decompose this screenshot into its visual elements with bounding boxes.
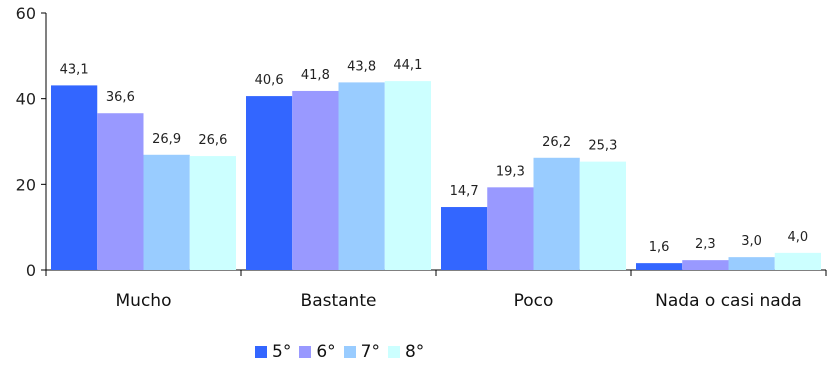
data-label: 1,6	[649, 240, 670, 255]
data-label: 19,3	[496, 164, 525, 179]
bar	[189, 156, 236, 270]
legend-item: 7°	[343, 342, 380, 362]
bar	[143, 154, 190, 270]
legend-label: 7°	[360, 342, 380, 362]
bar	[292, 90, 339, 270]
bars	[51, 81, 821, 270]
legend-label: 8°	[404, 342, 425, 362]
bar	[533, 157, 580, 270]
data-label: 14,7	[450, 184, 479, 199]
legend-swatch	[343, 346, 356, 358]
data-label: 26,6	[198, 133, 227, 148]
data-label: 43,1	[60, 62, 89, 77]
category-label: Mucho	[116, 291, 172, 311]
legend-swatch	[387, 346, 400, 358]
data-label: 41,8	[301, 68, 330, 83]
bar	[487, 187, 534, 270]
bar	[636, 263, 683, 270]
y-tick-label: 40	[16, 90, 36, 109]
bar	[728, 257, 775, 270]
legend-label: 5°	[272, 342, 292, 362]
category-label: Poco	[514, 291, 554, 311]
y-tick-label: 0	[26, 261, 36, 280]
data-label: 4,0	[788, 230, 809, 245]
bar	[246, 96, 293, 270]
category-label: Nada o casi nada	[655, 291, 802, 311]
data-labels: 43,1 40,6 14,7 1,6 36,6 41,8 19,3 2,3 26,9 43,8 26…	[60, 58, 809, 255]
data-label: 40,6	[255, 73, 284, 88]
bar	[682, 260, 729, 270]
axes: 0 20 40 60 Mucho Bastante Poco Nada o casi nada	[16, 4, 827, 311]
legend-swatch	[255, 346, 267, 358]
data-label: 25,3	[588, 139, 617, 154]
legend-item: 5°	[255, 342, 291, 362]
bar	[441, 207, 488, 270]
bar	[97, 113, 144, 270]
bar	[579, 161, 626, 270]
bar	[384, 81, 431, 270]
data-label: 26,9	[152, 132, 181, 147]
data-label: 2,3	[695, 237, 716, 252]
data-label: 43,8	[347, 59, 376, 74]
data-label: 44,1	[393, 58, 422, 73]
category-label: Bastante	[301, 291, 377, 311]
legend-label: 6°	[316, 342, 336, 362]
legend-item: 8°	[387, 342, 425, 362]
bar	[51, 85, 98, 270]
y-tick-label: 60	[16, 4, 36, 23]
legend-item: 6°	[299, 342, 336, 362]
y-tick-label: 20	[16, 175, 36, 194]
legend-swatch	[299, 346, 312, 358]
data-label: 26,2	[542, 135, 571, 150]
bar	[774, 252, 821, 270]
data-label: 3,0	[741, 234, 762, 249]
bar	[338, 82, 385, 270]
legend: 5° 6° 7° 8°	[255, 342, 432, 362]
data-label: 36,6	[106, 90, 135, 105]
